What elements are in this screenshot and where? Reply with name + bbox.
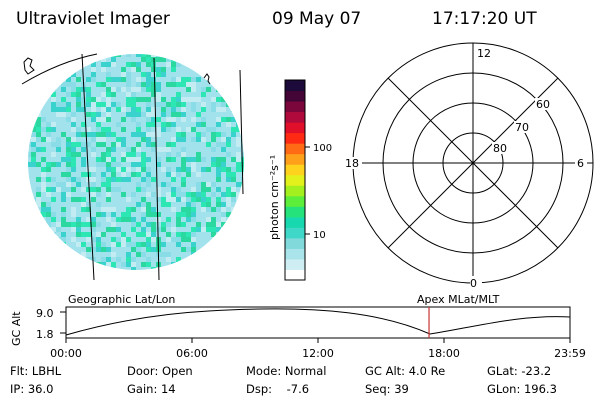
mlt-label-12: 12 xyxy=(477,47,491,60)
timeline-x-tick: 23:59 xyxy=(554,347,586,360)
instrument-title: Ultraviolet Imager xyxy=(16,9,170,29)
colorbar-tick-label: 10 xyxy=(313,230,326,241)
timeline-y-title: GC Alt xyxy=(10,311,23,346)
longitude-line xyxy=(239,69,244,195)
uv-image-panel xyxy=(21,53,244,281)
timeline-x-tick: 12:00 xyxy=(302,347,334,360)
lat-label-60: 60 xyxy=(536,98,550,111)
longitude-line xyxy=(81,53,95,281)
colorbar: 100 10 photon cm⁻²s⁻¹ xyxy=(268,79,332,281)
timeline-left-label: Geographic Lat/Lon xyxy=(68,293,176,306)
info-dsp: Dsp: -7.6 xyxy=(246,382,310,396)
colorbar-segment xyxy=(285,206,305,218)
info-glat: GLat: -23.2 xyxy=(487,364,552,378)
mlt-label-18: 18 xyxy=(345,157,359,170)
colorbar-segment xyxy=(285,227,305,239)
mlt-label-6: 6 xyxy=(577,157,584,170)
info-gc-alt: GC Alt: 4.0 Re xyxy=(365,364,446,378)
info-mode: Mode: Normal xyxy=(246,364,327,378)
timeline-x-tick: 06:00 xyxy=(176,347,208,360)
coastline xyxy=(203,73,211,85)
info-gain: Gain: 14 xyxy=(127,382,176,396)
colorbar-segment xyxy=(285,122,305,134)
colorbar-segment xyxy=(285,153,305,165)
colorbar-segment xyxy=(285,111,305,123)
info-glon: GLon: 196.3 xyxy=(487,382,557,396)
timeline-right-label: Apex MLat/MLT xyxy=(417,293,500,306)
altitude-timeline: GC Alt 9.0 1.8 00:00 06:00 12:00 18:00 2… xyxy=(10,306,586,360)
mlt-label-0: 0 xyxy=(470,277,477,290)
colorbar-segment xyxy=(285,216,305,228)
info-ip: IP: 36.0 xyxy=(10,382,54,396)
colorbar-segment xyxy=(285,80,305,92)
colorbar-segment xyxy=(285,237,305,249)
timeline-y-tick: 1.8 xyxy=(36,328,54,341)
time-label: 17:17:20 UT xyxy=(432,9,537,29)
colorbar-unit-label: photon cm⁻²s⁻¹ xyxy=(268,155,281,240)
timeline-y-tick: 9.0 xyxy=(36,307,54,320)
colorbar-segment xyxy=(285,132,305,144)
colorbar-segment xyxy=(285,164,305,176)
colorbar-segment xyxy=(285,248,305,260)
longitude-line xyxy=(21,53,98,85)
mlt-line-diag xyxy=(387,77,559,249)
info-door: Door: Open xyxy=(127,364,193,378)
altitude-curve xyxy=(65,308,571,336)
colorbar-segment xyxy=(285,174,305,186)
coastline xyxy=(23,57,35,75)
date-label: 09 May 07 xyxy=(272,9,362,29)
colorbar-segment xyxy=(285,101,305,113)
longitude-line xyxy=(153,57,160,281)
colorbar-frame xyxy=(284,79,306,281)
timeline-x-tick: 18:00 xyxy=(428,347,460,360)
colorbar-segment xyxy=(285,90,305,102)
info-seq: Seq: 39 xyxy=(365,382,409,396)
timeline-x-tick: 00:00 xyxy=(50,347,82,360)
lat-label-80: 80 xyxy=(493,142,507,155)
colorbar-segment xyxy=(285,185,305,197)
colorbar-segment xyxy=(285,258,305,270)
colorbar-segment xyxy=(285,269,305,281)
polar-grid: 12 18 6 0 60 70 80 xyxy=(342,42,594,290)
colorbar-segment xyxy=(285,143,305,155)
info-filter: Flt: LBHL xyxy=(10,364,62,378)
colorbar-tick-label: 100 xyxy=(313,143,332,154)
lat-label-70: 70 xyxy=(515,121,529,134)
colorbar-segment xyxy=(285,195,305,207)
